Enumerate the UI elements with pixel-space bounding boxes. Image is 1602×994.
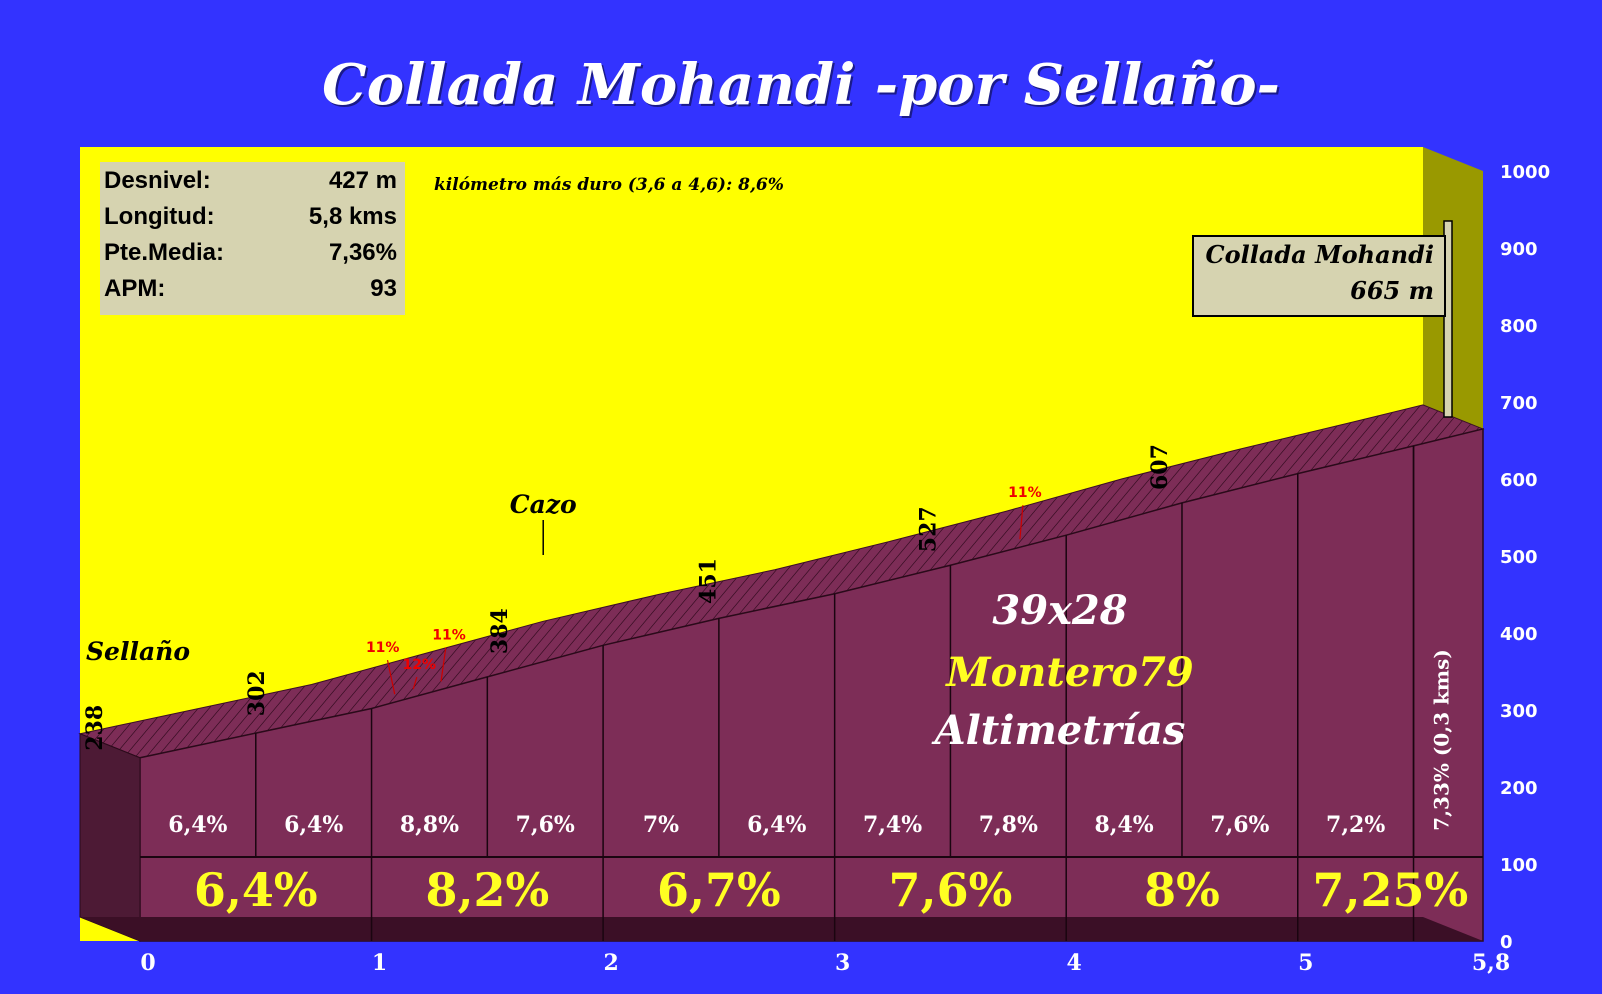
half-km-gradient-label: 6,4% [168, 812, 227, 838]
stat-label: Desnivel: [104, 167, 211, 194]
km-gradient-label: 7,25% [1313, 863, 1469, 917]
last-segment-gradient-label: 7,33% (0,3 kms) [1429, 649, 1453, 831]
altitude-label: 607 [1147, 444, 1173, 490]
y-tick-label: 400 [1500, 624, 1538, 645]
half-km-gradient-label: 7,6% [516, 812, 575, 838]
half-km-gradient-label: 8,8% [400, 812, 459, 838]
ramp-leader-line [386, 660, 396, 695]
x-tick-label: 3 [835, 950, 850, 976]
place-label: Cazo [510, 490, 577, 519]
summit-altitude: 665 m [1350, 276, 1434, 305]
y-tick-label: 100 [1500, 855, 1538, 876]
stat-label: APM: [104, 275, 166, 302]
ramp-leader-line [440, 647, 447, 682]
ramp-leader-line [412, 676, 418, 690]
x-tick-label: 1 [372, 950, 387, 976]
y-tick-label: 300 [1500, 701, 1538, 722]
km-gradient-label: 8,2% [425, 863, 549, 917]
place-label: Sellaño [86, 637, 190, 666]
half-km-gradient-label: 6,4% [284, 812, 343, 838]
half-km-gradient-label: 8,4% [1095, 812, 1154, 838]
x-tick-label: 5,8 [1472, 950, 1510, 976]
x-tick-label: 5 [1298, 950, 1313, 976]
stat-row: APM: 93 [104, 272, 397, 308]
stat-value: 5,8 kms [308, 203, 397, 230]
stats-box: Desnivel: 427 m Longitud: 5,8 kms Pte.Me… [100, 162, 405, 315]
stat-label: Longitud: [104, 203, 215, 230]
summit-name: Collada Mohandi [1205, 240, 1434, 269]
km-gradient-label: 7,6% [889, 863, 1013, 917]
stat-value: 427 m [328, 167, 397, 194]
stat-label: Pte.Media: [104, 239, 225, 266]
y-tick-label: 0 [1500, 932, 1513, 953]
stat-row: Longitud: 5,8 kms [104, 200, 397, 236]
ramp-label: 11% [1008, 485, 1042, 501]
x-tick-label: 0 [140, 950, 155, 976]
y-tick-label: 900 [1500, 239, 1538, 260]
km-gradient-label: 6,4% [194, 863, 318, 917]
altitude-label: 451 [696, 558, 722, 604]
stat-row: Desnivel: 427 m [104, 164, 397, 200]
watermark-site: Altimetrías [931, 707, 1186, 754]
x-tick-label: 2 [603, 950, 618, 976]
ramp-label: 11% [366, 640, 400, 656]
km-gradient-label: 6,7% [657, 863, 781, 917]
altitude-label: 238 [82, 705, 108, 751]
km-gradient-label: 8% [1144, 863, 1220, 917]
stat-value: 93 [370, 275, 397, 302]
watermark-ratio: 39x28 [992, 587, 1127, 634]
half-km-gradient-label: 7,8% [979, 812, 1038, 838]
y-tick-label: 600 [1500, 470, 1538, 491]
chart-title: Collada Mohandi -por Sellaño- [322, 52, 1280, 118]
half-km-gradient-label: 7,2% [1326, 812, 1385, 838]
profile-base [80, 917, 1483, 941]
stat-value: 7,36% [328, 239, 397, 266]
altitude-label: 302 [244, 670, 270, 716]
x-tick-label: 4 [1067, 950, 1082, 976]
y-tick-label: 1000 [1500, 162, 1550, 183]
y-tick-label: 700 [1500, 393, 1538, 414]
half-km-gradient-label: 6,4% [747, 812, 806, 838]
summit-pole [1443, 220, 1453, 418]
y-tick-label: 500 [1500, 547, 1538, 568]
half-km-gradient-label: 7,6% [1210, 812, 1269, 838]
y-tick-label: 200 [1500, 778, 1538, 799]
half-km-gradient-label: 7,4% [863, 812, 922, 838]
ramp-leader-line [1019, 505, 1024, 540]
altitude-label: 384 [487, 608, 513, 654]
profile-front-face [139, 427, 1484, 942]
summit-box: Collada Mohandi 665 m [1192, 235, 1446, 317]
watermark-author: Montero79 [944, 649, 1193, 696]
y-tick-label: 800 [1500, 316, 1538, 337]
half-km-gradient-label: 7% [643, 812, 679, 838]
ramp-label: 12% [402, 657, 436, 673]
stat-row: Pte.Media: 7,36% [104, 236, 397, 272]
altitude-label: 527 [916, 506, 942, 552]
profile-left-face [79, 733, 141, 942]
hardest-km-note: kilómetro más duro (3,6 a 4,6): 8,6% [434, 175, 784, 195]
ramp-label: 11% [432, 628, 466, 644]
